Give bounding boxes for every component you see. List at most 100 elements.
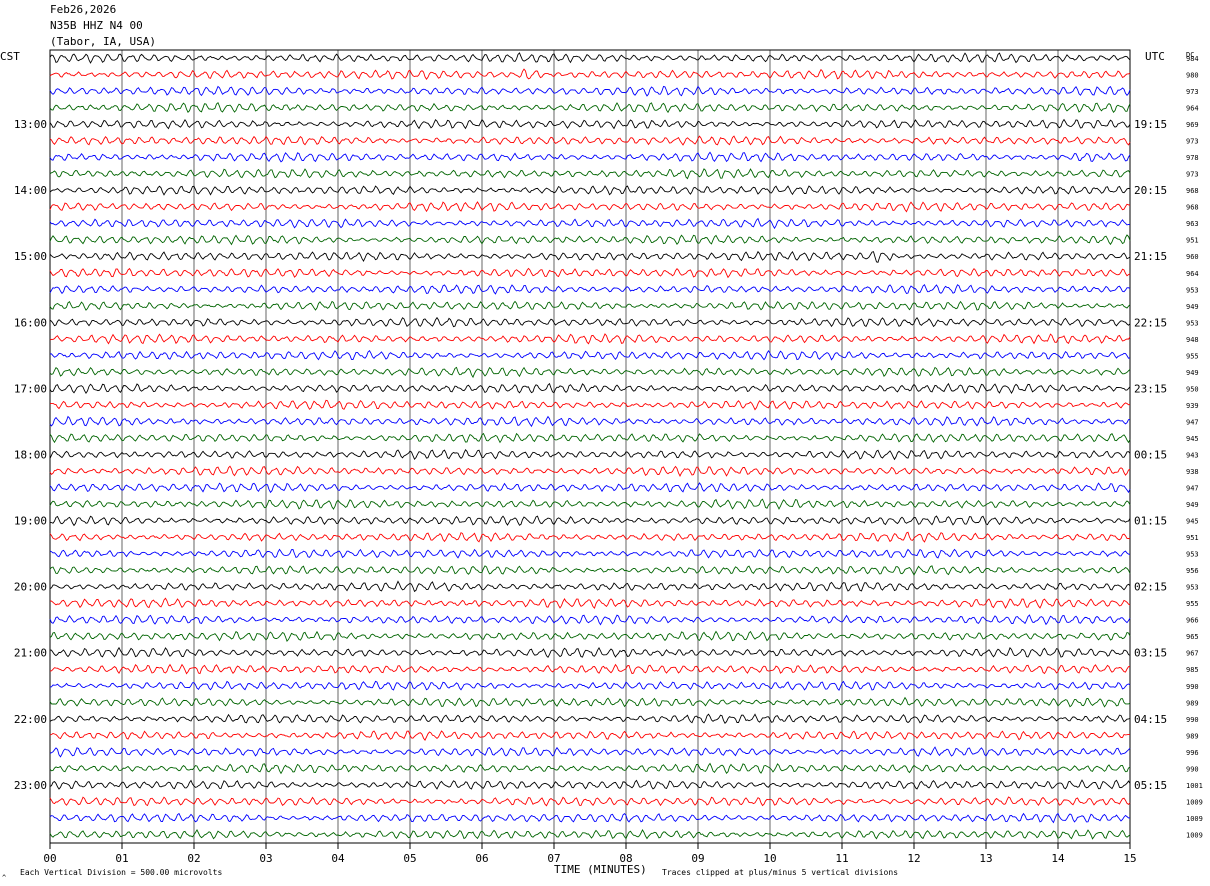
left-time-label: 14:00 — [14, 184, 47, 197]
trace-row-6 — [49, 151, 1131, 163]
dc-offset-value: 949 — [1186, 303, 1199, 311]
x-tick-label: 06 — [475, 852, 488, 865]
dc-offset-value: 1001 — [1186, 782, 1203, 790]
trace-row-21 — [50, 399, 1131, 411]
left-time-label: 22:00 — [14, 713, 47, 726]
right-time-label: 05:15 — [1134, 779, 1167, 792]
dc-offset-value: 965 — [1186, 633, 1199, 641]
trace-row-12 — [49, 250, 1131, 263]
trace-row-7 — [49, 168, 1131, 180]
trace-row-38 — [49, 680, 1131, 692]
trace-row-45 — [49, 796, 1131, 807]
x-axis-title: TIME (MINUTES) — [554, 863, 647, 876]
grid — [121, 50, 1059, 843]
corner-mark-icon: ^ — [2, 874, 6, 882]
dc-offset-values: 984 980 973 964 969 973 978 973 968 968 963 951 960 9… — [1186, 55, 1203, 839]
seismic-traces — [49, 52, 1131, 840]
x-tick-label: 02 — [187, 852, 200, 865]
dc-offset-value: 938 — [1186, 468, 1199, 476]
dc-offset-value: 968 — [1186, 187, 1199, 195]
dc-offset-value: 955 — [1186, 352, 1199, 360]
trace-row-5 — [49, 135, 1131, 146]
dc-offset-value: 943 — [1186, 451, 1199, 459]
dc-offset-value: 964 — [1186, 270, 1199, 278]
trace-row-15 — [49, 300, 1131, 311]
x-tick-label: 01 — [115, 852, 128, 865]
dc-offset-value: 964 — [1186, 105, 1199, 113]
trace-row-34 — [49, 614, 1131, 626]
trace-row-2 — [49, 85, 1131, 97]
right-timezone-label: UTC — [1145, 50, 1165, 63]
x-axis-ticks: 00 01 02 03 04 05 06 07 08 09 10 11 12 13 14 15 — [43, 843, 1137, 865]
left-time-label: 13:00 — [14, 118, 47, 131]
x-tick-label: 00 — [43, 852, 56, 865]
dc-offset-value: 989 — [1186, 732, 1199, 740]
right-time-label: 02:15 — [1134, 581, 1167, 594]
dc-offset-value: 939 — [1186, 402, 1199, 410]
dc-offset-value: 978 — [1186, 154, 1199, 162]
dc-offset-value: 980 — [1186, 72, 1199, 80]
x-tick-label: 12 — [907, 852, 920, 865]
plot-frame — [49, 49, 1131, 844]
dc-offset-value: 955 — [1186, 600, 1199, 608]
dc-offset-value: 1009 — [1186, 831, 1203, 839]
trace-row-47 — [49, 828, 1131, 840]
dc-offset-value: 990 — [1186, 683, 1199, 691]
dc-offset-value: 945 — [1186, 435, 1199, 443]
trace-row-23 — [49, 432, 1131, 444]
trace-row-10 — [49, 217, 1131, 230]
right-time-label: 23:15 — [1134, 382, 1167, 395]
trace-row-11 — [49, 234, 1131, 246]
dc-offset-value: 956 — [1186, 567, 1199, 575]
right-time-label: 04:15 — [1134, 713, 1167, 726]
right-time-label: 22:15 — [1134, 316, 1167, 329]
trace-row-0 — [49, 52, 1131, 64]
dc-offset-value: 953 — [1186, 286, 1199, 294]
trace-row-24 — [49, 449, 1131, 461]
dc-offset-value: 953 — [1186, 319, 1199, 327]
trace-row-4 — [49, 118, 1131, 130]
dc-column-label: DC — [1186, 51, 1194, 59]
trace-row-29 — [49, 531, 1131, 543]
x-tick-label: 07 — [547, 852, 560, 865]
right-time-label: 20:15 — [1134, 184, 1167, 197]
trace-row-42 — [49, 746, 1131, 758]
dc-offset-value: 968 — [1186, 204, 1199, 212]
x-tick-label: 14 — [1051, 852, 1065, 865]
x-tick-label: 03 — [259, 852, 272, 865]
left-time-label: 23:00 — [14, 779, 47, 792]
left-time-labels: 13:00 14:00 15:00 16:00 17:00 18:00 19:00 20:00… — [14, 118, 47, 792]
left-time-label: 17:00 — [14, 382, 47, 395]
dc-offset-value: 967 — [1186, 650, 1199, 658]
trace-row-16 — [49, 316, 1131, 328]
header-station: N35B HHZ N4 00 — [50, 19, 143, 32]
trace-row-14 — [49, 283, 1131, 295]
trace-row-26 — [49, 482, 1131, 494]
left-time-label: 18:00 — [14, 448, 47, 461]
trace-row-1 — [49, 68, 1131, 80]
trace-row-17 — [49, 333, 1131, 345]
dc-offset-value: 945 — [1186, 518, 1199, 526]
x-tick-label: 11 — [835, 852, 848, 865]
dc-offset-value: 969 — [1186, 121, 1199, 129]
right-time-label: 19:15 — [1134, 118, 1167, 131]
trace-row-30 — [49, 548, 1131, 559]
trace-row-35 — [49, 630, 1131, 642]
dc-offset-value: 963 — [1186, 220, 1199, 228]
right-time-label: 01:15 — [1134, 515, 1167, 528]
trace-row-44 — [49, 779, 1131, 790]
trace-row-20 — [49, 382, 1131, 395]
trace-row-33 — [49, 597, 1131, 609]
dc-offset-value: 949 — [1186, 501, 1199, 509]
trace-row-25 — [49, 465, 1131, 478]
dc-offset-value: 949 — [1186, 369, 1199, 377]
dc-offset-value: 950 — [1186, 385, 1199, 393]
trace-row-40 — [49, 713, 1131, 724]
x-tick-label: 15 — [1123, 852, 1136, 865]
left-timezone-label: CST — [0, 50, 20, 63]
dc-offset-value: 947 — [1186, 485, 1199, 493]
left-time-label: 21:00 — [14, 647, 47, 660]
dc-offset-value: 990 — [1186, 765, 1199, 773]
dc-offset-value: 973 — [1186, 88, 1199, 96]
x-tick-label: 09 — [691, 852, 704, 865]
